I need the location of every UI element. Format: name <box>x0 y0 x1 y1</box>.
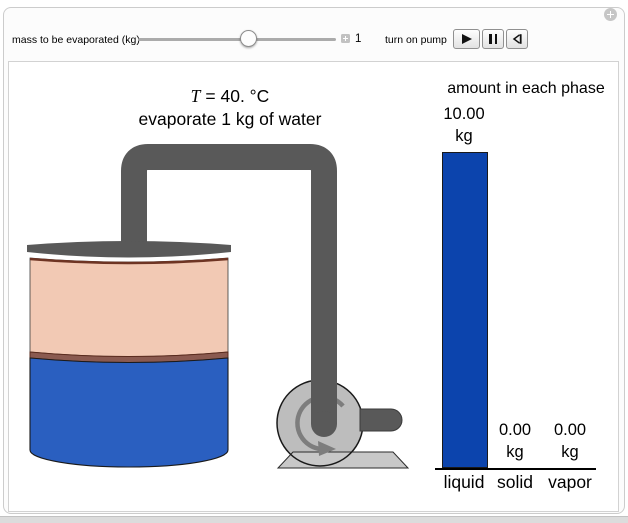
bar-liquid <box>442 152 488 468</box>
slider-value: 1 <box>355 33 362 45</box>
pause-icon <box>489 34 497 44</box>
pipe <box>121 144 337 437</box>
pump <box>276 379 410 469</box>
tank-lid <box>27 241 231 258</box>
info-plus-button[interactable] <box>604 8 617 21</box>
pipe-run <box>121 144 337 424</box>
expand-controls-icon[interactable] <box>341 34 350 43</box>
liquid-value: 10.00 <box>443 105 485 123</box>
temperature-symbol: T <box>190 86 201 106</box>
chart-title: amount in each phase <box>447 80 605 97</box>
mass-slider-track[interactable] <box>138 38 336 41</box>
vapor-value: 0.00 <box>553 421 587 439</box>
reset-button[interactable] <box>506 29 528 49</box>
category-solid: solid <box>497 472 533 492</box>
chart-axis <box>435 468 596 470</box>
pipe-end-cap <box>311 411 337 437</box>
temperature-title: T = 40. °C <box>78 86 382 107</box>
category-liquid: liquid <box>443 472 485 492</box>
tank <box>27 241 231 468</box>
vapor-unit: kg <box>561 443 579 461</box>
evaporate-subtitle: evaporate 1 kg of water <box>138 109 322 129</box>
category-vapor: vapor <box>548 472 592 492</box>
mass-slider-handle[interactable] <box>240 30 257 47</box>
tank-top-rim <box>29 257 229 265</box>
pump-outlet-pipe <box>359 408 403 432</box>
solid-value: 0.00 <box>498 421 532 439</box>
tank-vapor-space <box>29 257 229 357</box>
pump-label: turn on pump <box>385 34 447 46</box>
animation-controls <box>453 29 528 49</box>
skip-to-start-icon <box>512 34 522 44</box>
temperature-value: = 40. °C <box>205 86 270 106</box>
slider-label: mass to be evaporated (kg) <box>12 34 140 46</box>
pump-arrow-head <box>318 441 336 456</box>
liquid-unit: kg <box>455 127 473 145</box>
pause-button[interactable] <box>482 29 504 49</box>
play-button[interactable] <box>453 29 480 49</box>
tank-liquid <box>29 357 229 468</box>
solid-unit: kg <box>506 443 524 461</box>
play-icon <box>461 34 472 44</box>
window-bottom-strip <box>0 516 628 523</box>
